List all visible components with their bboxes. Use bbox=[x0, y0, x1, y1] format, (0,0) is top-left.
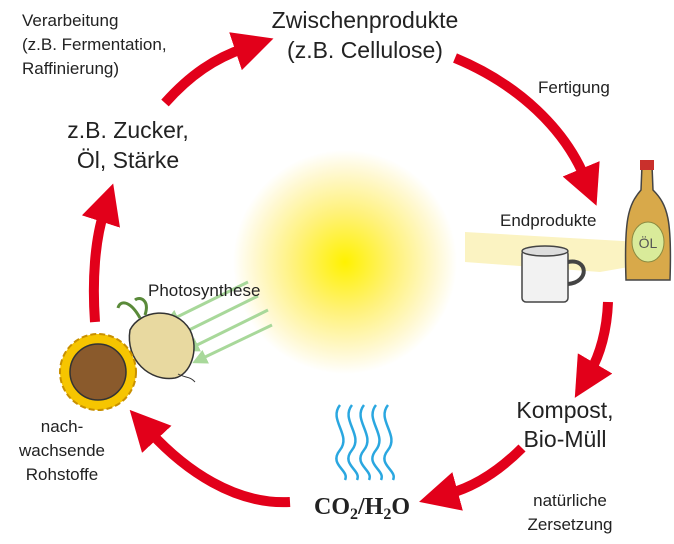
formula-sub: 2 bbox=[383, 506, 391, 523]
sun bbox=[233, 150, 457, 374]
formula-part: /H bbox=[357, 494, 384, 520]
label-rohstoffe: Rohstoffe bbox=[26, 465, 98, 484]
sunflower bbox=[60, 334, 136, 410]
label-kompost: Bio-Müll bbox=[523, 426, 606, 452]
label-verarbeitung: Raffinierung) bbox=[22, 59, 119, 78]
waves bbox=[336, 405, 393, 480]
label-zwischenprodukte: Zwischenprodukte bbox=[272, 7, 459, 33]
bottle-label: ÖL bbox=[639, 234, 658, 251]
bottle: ÖL bbox=[626, 160, 671, 280]
formula: CO2/H2O bbox=[314, 494, 410, 523]
label-zwischenprodukte: (z.B. Cellulose) bbox=[287, 37, 443, 63]
diagram: ÖL Verarbeitung (z.B. Fermentation, Raff… bbox=[0, 0, 674, 544]
label-rohstoffe: wachsende bbox=[18, 441, 105, 460]
formula-sub: 2 bbox=[350, 506, 358, 523]
formula-part: O bbox=[391, 494, 410, 520]
label-endprodukte: Endprodukte bbox=[500, 211, 596, 230]
label-verarbeitung: (z.B. Fermentation, bbox=[22, 35, 167, 54]
label-zucker: z.B. Zucker, bbox=[67, 117, 188, 143]
label-zucker: Öl, Stärke bbox=[77, 147, 179, 173]
label-fertigung: Fertigung bbox=[538, 78, 610, 97]
label-rohstoffe: nach- bbox=[41, 417, 84, 436]
label-verarbeitung: Verarbeitung bbox=[22, 11, 118, 30]
formula-part: CO bbox=[314, 494, 350, 520]
label-kompost: Kompost, bbox=[516, 397, 613, 423]
label-zersetzung: natürliche bbox=[533, 491, 607, 510]
label-photosynthese: Photosynthese bbox=[148, 281, 260, 300]
label-zersetzung: Zersetzung bbox=[527, 515, 612, 534]
